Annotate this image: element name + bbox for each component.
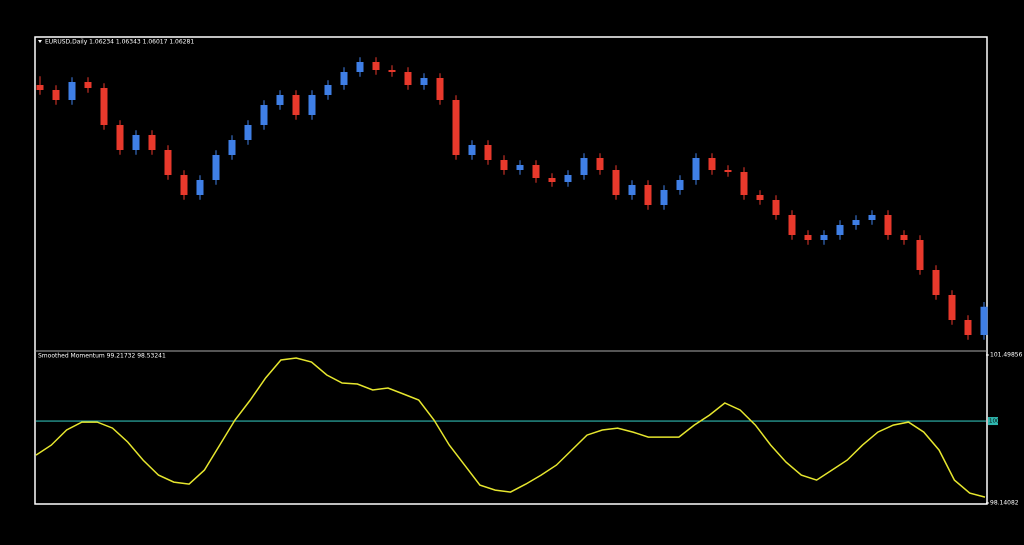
candle-body xyxy=(148,135,156,150)
candle-body xyxy=(52,90,60,100)
indicator-title: Smoothed Momentum 99.21732 98.53241 xyxy=(38,353,166,360)
candle-body xyxy=(804,235,812,240)
candle-body xyxy=(612,170,620,195)
candle-body xyxy=(116,125,124,150)
chart-title: EURUSD,Daily 1.06234 1.06343 1.06017 1.0… xyxy=(45,39,194,46)
candle-body xyxy=(900,235,908,240)
candle-body xyxy=(708,158,716,170)
level-label: 100 xyxy=(989,419,1000,425)
candle-body xyxy=(660,190,668,205)
candle-body xyxy=(292,95,300,115)
candle-body xyxy=(980,306,988,335)
candle-body xyxy=(436,78,444,100)
candle-body xyxy=(948,295,956,320)
candle-body xyxy=(740,172,748,195)
candle-body xyxy=(580,158,588,175)
candle-body xyxy=(916,240,924,270)
candle-body xyxy=(228,140,236,155)
candle-body xyxy=(692,158,700,180)
candle-body xyxy=(36,85,44,90)
candle-body xyxy=(452,100,460,155)
candle-body xyxy=(500,160,508,170)
momentum-line xyxy=(35,357,986,498)
candle-body xyxy=(68,82,76,100)
candle-body xyxy=(884,215,892,235)
candle-body xyxy=(484,145,492,160)
candle-body xyxy=(628,185,636,195)
menu-arrow xyxy=(38,40,42,43)
candle-body xyxy=(372,62,380,70)
candle-body xyxy=(212,155,220,180)
candle-body xyxy=(836,225,844,235)
candle-body xyxy=(180,175,188,195)
y-tick-label: 98.14082 xyxy=(990,500,1019,507)
candle-body xyxy=(820,235,828,240)
y-tick-label: 101.49856 xyxy=(990,352,1023,359)
candle-body xyxy=(84,82,92,88)
candle-body xyxy=(852,220,860,225)
candle-body xyxy=(468,145,476,155)
candle-body xyxy=(516,165,524,170)
candle-body xyxy=(132,135,140,150)
candle-body xyxy=(772,200,780,215)
candle-body xyxy=(324,85,332,95)
candle-body xyxy=(564,175,572,182)
candle-body xyxy=(340,72,348,85)
candle-body xyxy=(388,70,396,72)
candle-body xyxy=(724,170,732,172)
candle-body xyxy=(756,195,764,200)
candle-body xyxy=(196,180,204,195)
level-label-box xyxy=(988,417,998,426)
candle-body xyxy=(932,270,940,295)
candle-body xyxy=(644,185,652,205)
candle-body xyxy=(164,150,172,175)
candle-body xyxy=(964,320,972,335)
candle-body xyxy=(420,78,428,85)
candle-body xyxy=(548,178,556,182)
candle-body xyxy=(404,72,412,85)
candle-body xyxy=(532,165,540,178)
candle-body xyxy=(244,125,252,140)
candle-body xyxy=(788,215,796,235)
candle-body xyxy=(868,215,876,220)
candle-body xyxy=(596,158,604,170)
candle-body xyxy=(308,95,316,115)
candle-body xyxy=(356,62,364,72)
candle-body xyxy=(676,180,684,190)
candle-body xyxy=(260,105,268,125)
candle-body xyxy=(100,88,108,125)
frame xyxy=(34,36,988,505)
candle-body xyxy=(276,95,284,105)
